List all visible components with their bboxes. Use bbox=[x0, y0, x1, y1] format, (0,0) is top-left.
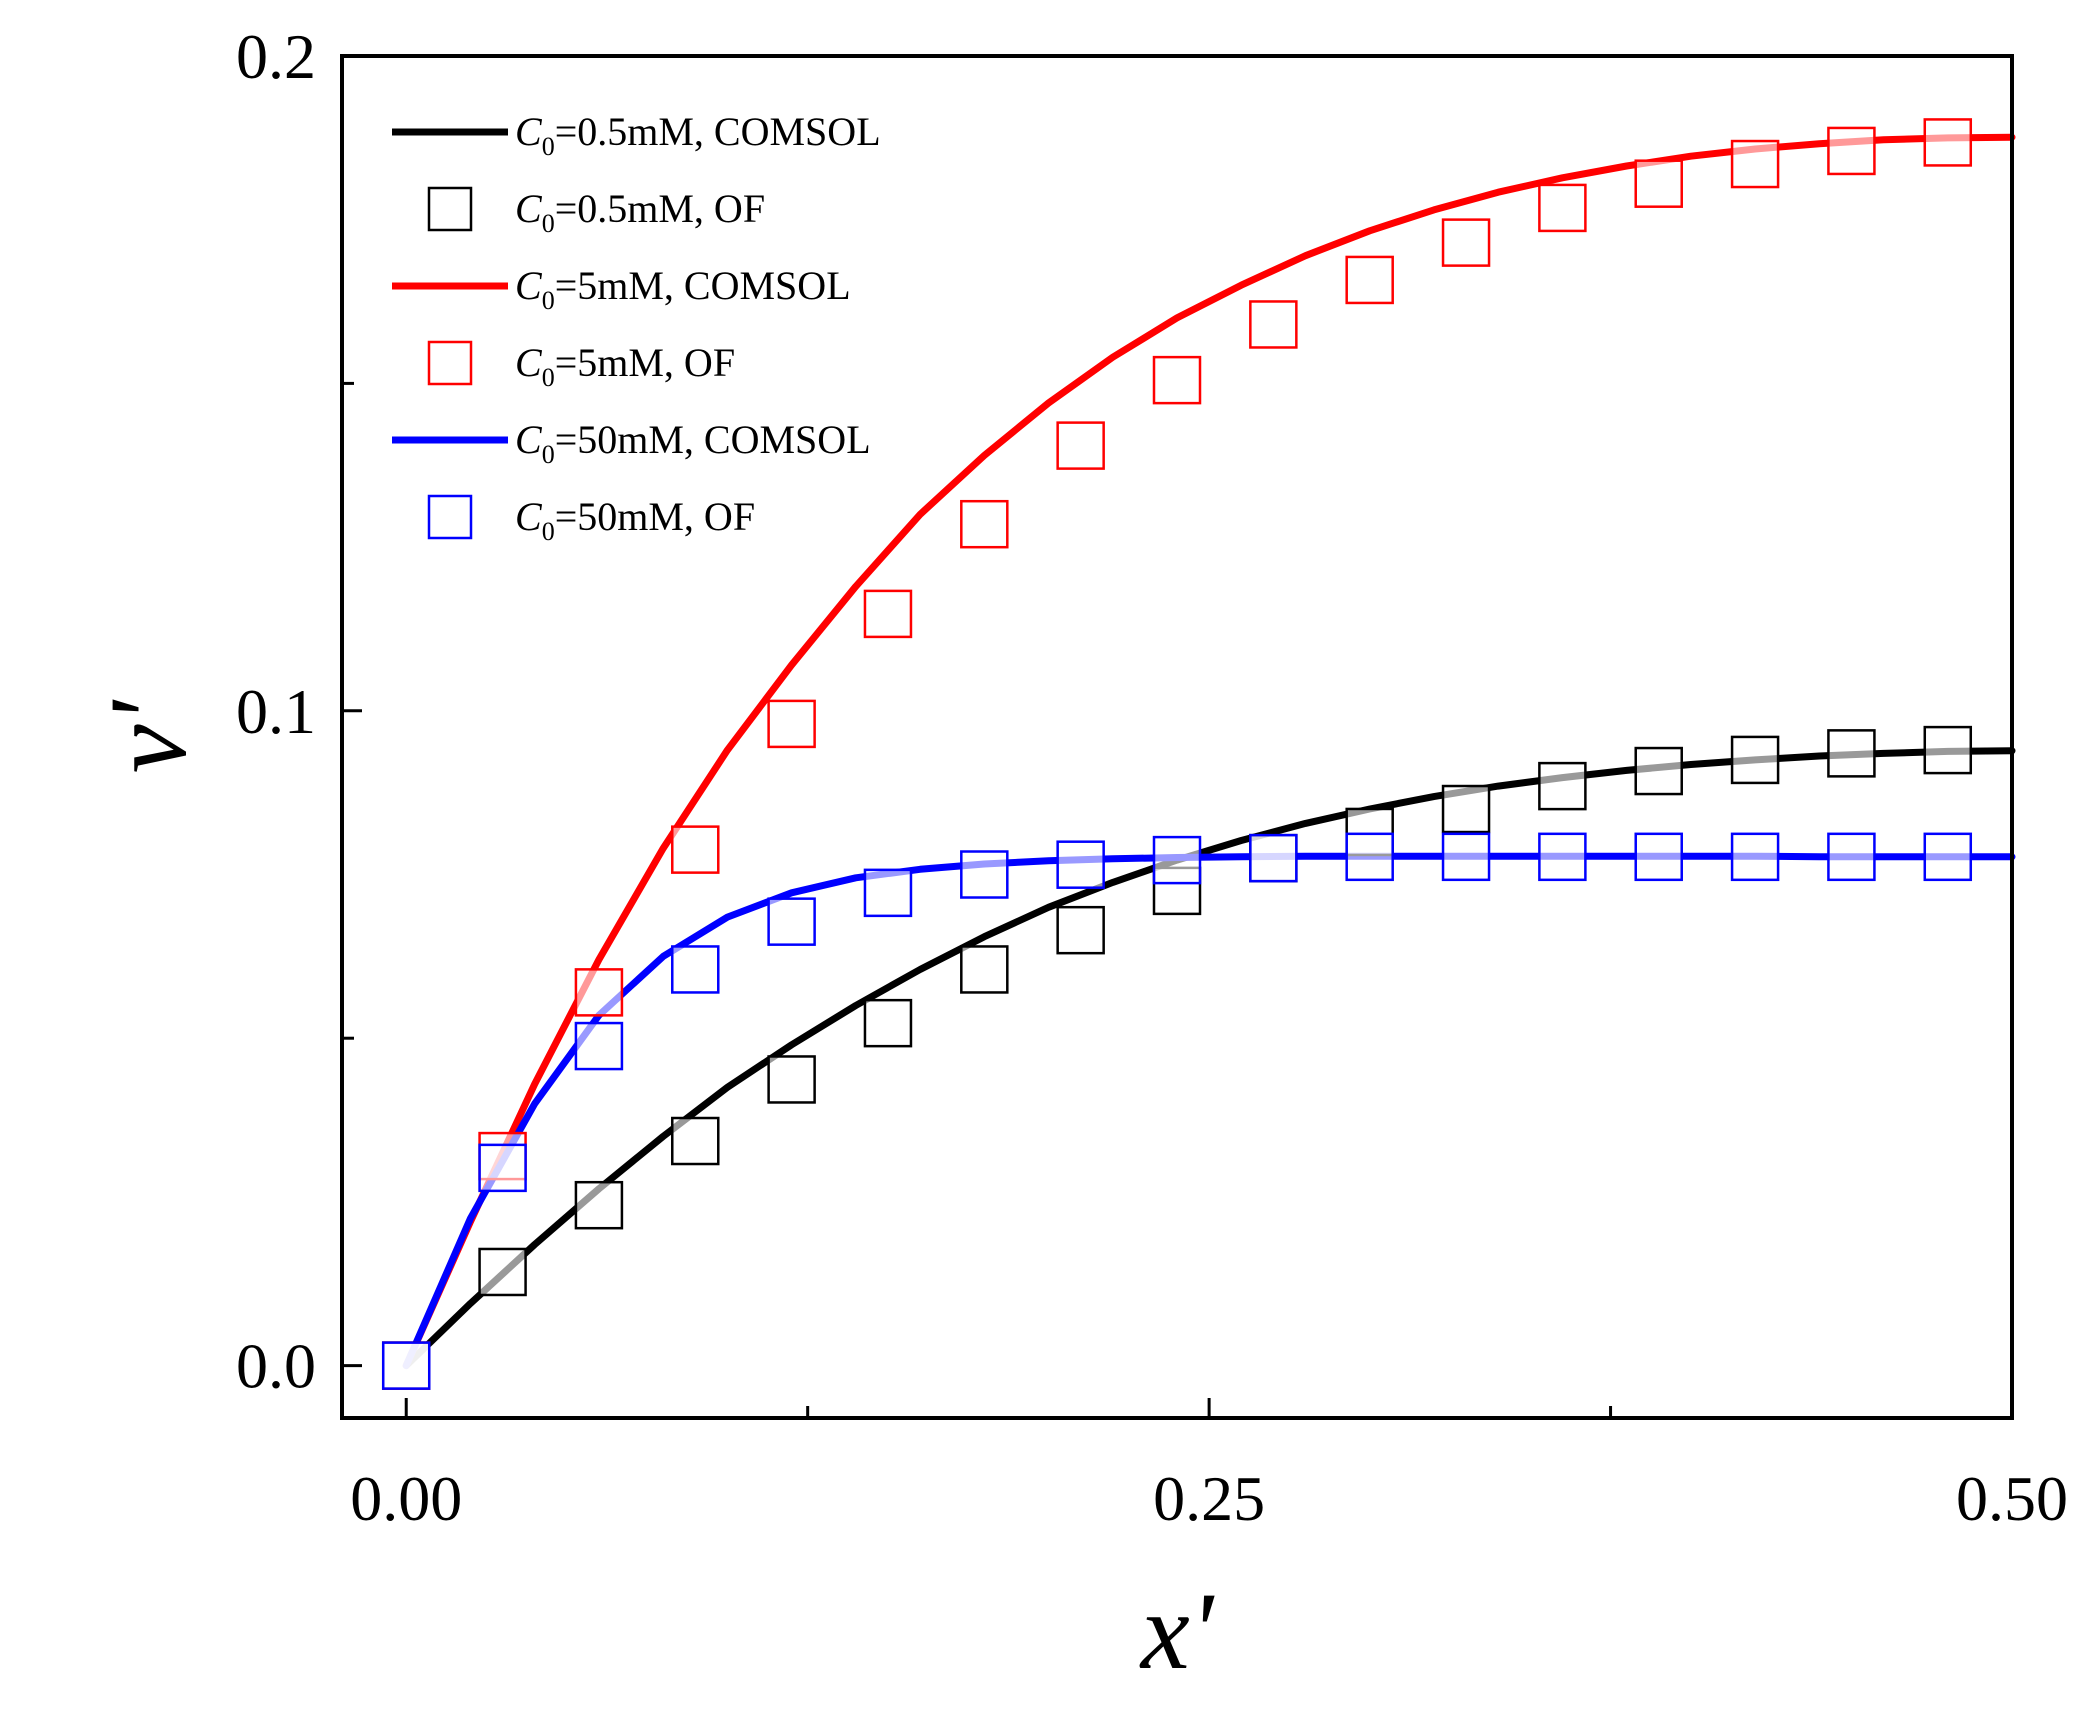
series-1-marker bbox=[1923, 725, 1973, 775]
series-3-marker bbox=[1538, 183, 1587, 233]
series-1-marker bbox=[1538, 761, 1587, 811]
legend-text-rest: =50mM, OF bbox=[555, 494, 755, 539]
y-axis-title: v' bbox=[87, 698, 209, 773]
series-5-marker bbox=[1152, 835, 1202, 885]
legend-text-rest: =0.5mM, COMSOL bbox=[555, 109, 881, 154]
series-3-marker bbox=[574, 968, 624, 1017]
legend-entry-label: C0=0.5mM, OF bbox=[515, 186, 765, 238]
legend-subscript: 0 bbox=[542, 209, 555, 238]
series-1-marker bbox=[1056, 905, 1105, 955]
legend-subscript: 0 bbox=[542, 517, 555, 546]
legend-text-rest: =50mM, COMSOL bbox=[555, 417, 871, 462]
series-5-marker bbox=[1923, 832, 1973, 882]
series-1-marker bbox=[1634, 746, 1683, 796]
series-1-marker bbox=[767, 1055, 816, 1104]
legend-marker-swatch bbox=[427, 494, 473, 540]
series-5-marker bbox=[1538, 832, 1587, 882]
legend-symbol: C bbox=[515, 109, 543, 154]
legend-subscript: 0 bbox=[542, 132, 555, 161]
series-markers bbox=[381, 118, 1973, 1390]
legend-entry-label: C0=50mM, OF bbox=[515, 494, 755, 546]
series-3-marker bbox=[1730, 139, 1780, 189]
x-tick-label: 0.50 bbox=[1956, 1463, 2068, 1534]
legend-entry-label: C0=5mM, COMSOL bbox=[515, 263, 851, 315]
series-1-marker bbox=[478, 1247, 527, 1297]
series-5-marker bbox=[767, 897, 816, 946]
series-3-marker bbox=[1345, 255, 1394, 305]
series-3-marker bbox=[960, 499, 1009, 549]
legend-entry-label: C0=0.5mM, COMSOL bbox=[515, 109, 881, 161]
legend-symbol: C bbox=[515, 186, 543, 231]
series-5-marker bbox=[1249, 833, 1298, 883]
series-3-marker bbox=[767, 699, 816, 749]
y-tick-label: 0.0 bbox=[236, 1331, 316, 1402]
series-3-marker bbox=[1056, 421, 1105, 470]
legend-text-rest: =5mM, COMSOL bbox=[555, 263, 851, 308]
legend-symbol: C bbox=[515, 494, 543, 539]
series-3-marker bbox=[863, 589, 913, 639]
series-1-marker bbox=[1827, 729, 1876, 778]
x-axis-ticks: 0.00 0.25 0.50 bbox=[350, 1398, 2068, 1534]
series-line-4 bbox=[402, 852, 2016, 1370]
series-3-marker bbox=[671, 825, 720, 874]
series-5-marker bbox=[863, 868, 913, 918]
legend-marker-swatch bbox=[427, 186, 473, 232]
series-1-marker bbox=[1441, 784, 1491, 834]
x-tick-label: 0.00 bbox=[350, 1463, 462, 1534]
legend-subscript: 0 bbox=[542, 363, 555, 392]
series-5-marker bbox=[381, 1341, 431, 1390]
series-1-marker bbox=[960, 945, 1009, 994]
legend-marker-swatch bbox=[427, 340, 473, 386]
legend-text-rest: =0.5mM, OF bbox=[555, 186, 765, 231]
series-5-marker bbox=[1827, 832, 1876, 882]
series-1-marker bbox=[1730, 735, 1780, 785]
series-1-marker bbox=[574, 1180, 624, 1230]
plot-area-frame bbox=[340, 54, 2014, 1420]
y-tick-label: 0.1 bbox=[236, 676, 316, 747]
series-5-marker bbox=[1441, 832, 1491, 882]
series-5-marker bbox=[960, 850, 1009, 899]
series-3-marker bbox=[1634, 159, 1683, 208]
legend-symbol: C bbox=[515, 417, 543, 462]
series-5-marker bbox=[671, 945, 720, 994]
series-3-marker bbox=[1923, 118, 1973, 167]
legend-entry-label: C0=5mM, OF bbox=[515, 340, 735, 392]
series-3-marker bbox=[1249, 300, 1298, 349]
legend-entry-label: C0=50mM, COMSOL bbox=[515, 417, 871, 469]
series-1-marker bbox=[863, 998, 913, 1048]
series-5-marker bbox=[574, 1021, 624, 1071]
legend-text-rest: =5mM, OF bbox=[555, 340, 735, 385]
series-5-marker bbox=[478, 1143, 527, 1193]
legend-symbol: C bbox=[515, 340, 543, 385]
x-axis-title: x' bbox=[1139, 1570, 1216, 1692]
series-5-marker bbox=[1634, 832, 1683, 882]
legend-subscript: 0 bbox=[542, 286, 555, 315]
series-5-marker bbox=[1730, 832, 1780, 882]
series-5-marker bbox=[1345, 832, 1394, 882]
legend-symbol: C bbox=[515, 263, 543, 308]
legend-subscript: 0 bbox=[542, 440, 555, 469]
series-1-marker bbox=[671, 1116, 720, 1166]
series-3-marker bbox=[1441, 218, 1491, 267]
x-tick-label: 0.25 bbox=[1153, 1463, 1265, 1534]
series-3-marker bbox=[1152, 355, 1202, 405]
series-5-marker bbox=[1056, 840, 1105, 889]
y-axis-ticks: 0.0 0.1 0.2 bbox=[236, 21, 362, 1402]
y-tick-label: 0.2 bbox=[236, 21, 316, 92]
series-3-marker bbox=[1827, 126, 1876, 176]
